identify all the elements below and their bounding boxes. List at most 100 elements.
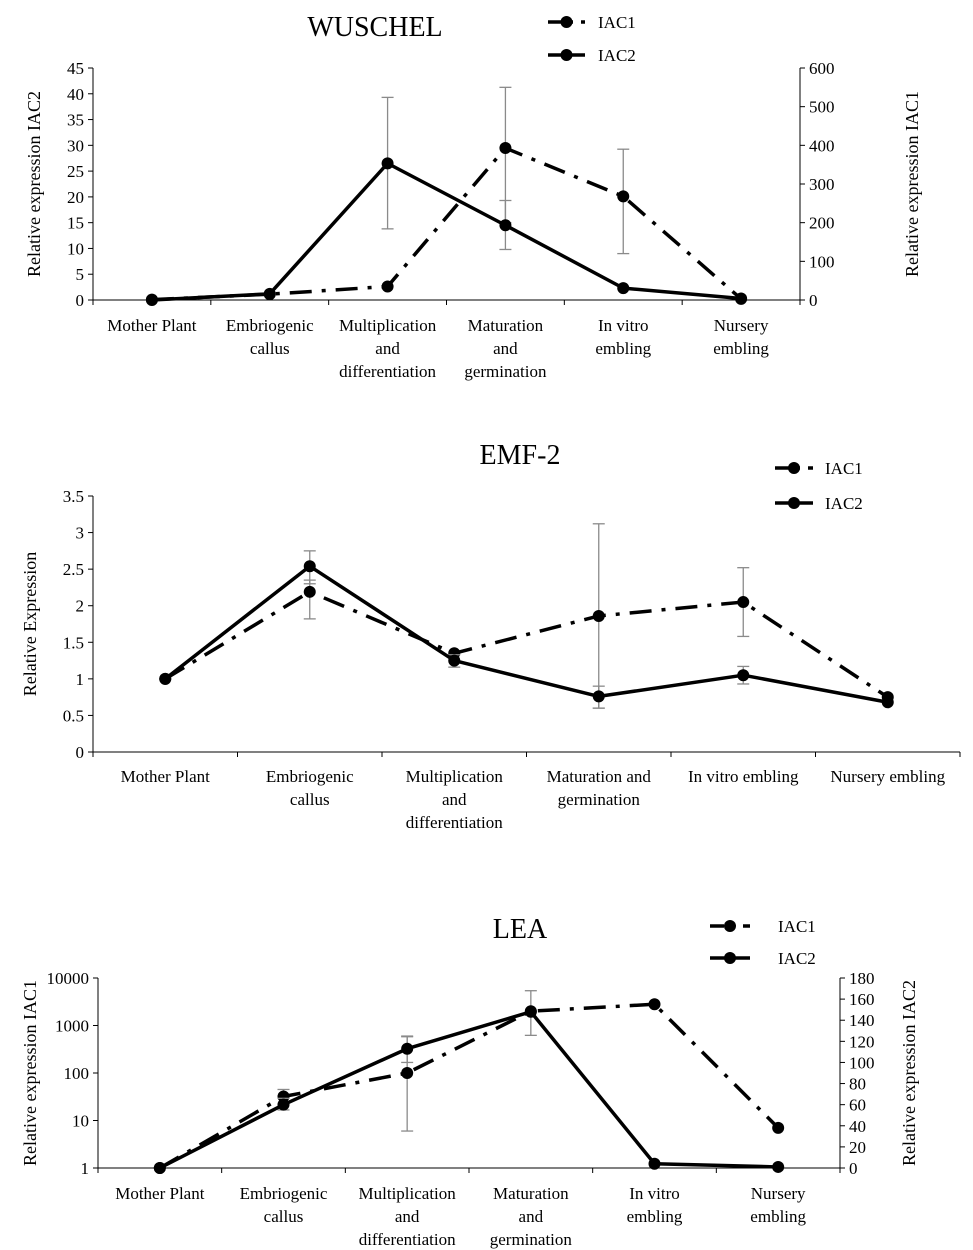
y-tick-label-right: 0 [849, 1159, 858, 1178]
x-tick-label-line: Nursery [751, 1184, 806, 1203]
x-tick-label: Mother Plant [121, 767, 211, 786]
data-point [881, 696, 894, 709]
series-iac1 [145, 86, 748, 306]
legend-marker [560, 16, 573, 28]
x-tick-label: Multiplication and differentiation [339, 316, 437, 381]
y-axis-left-label: Relative expression IAC1 [20, 980, 40, 1166]
y-tick-label-left: 5 [76, 265, 85, 284]
data-point [648, 998, 661, 1011]
y-tick-label-right: 300 [809, 175, 835, 194]
data-point [159, 672, 172, 685]
y-axis-right-label: Relative expression IAC1 [902, 91, 922, 277]
legend-label: IAC2 [598, 46, 636, 65]
data-point [401, 1042, 414, 1055]
y-tick-label-left: 2 [76, 597, 85, 616]
series-line [151, 161, 742, 302]
y-tick-label-left: 25 [67, 162, 84, 181]
chart-lea: LEA Mother Plant Embriogenic callus Multipli… [20, 914, 919, 1249]
legend-marker [724, 952, 736, 964]
chart-emf-2: EMF-2 Mother Plant Embriogenic callus Multip… [20, 440, 961, 832]
x-tick-label-line: embling [750, 1207, 806, 1226]
y-tick-label-left: 0 [76, 291, 85, 310]
x-tick-label-line: Mother Plant [107, 316, 197, 335]
legend-label: IAC2 [825, 494, 863, 513]
y-tick-label-right: 60 [849, 1096, 866, 1115]
y-tick-label-right: 20 [849, 1138, 866, 1157]
x-tick-label: Mother Plant [107, 316, 197, 335]
x-tick-label-line: embling [595, 339, 651, 358]
y-tick-label-right: 160 [849, 990, 875, 1009]
x-tick-label-line: Multiplication [406, 767, 504, 786]
series-iac2 [159, 550, 894, 709]
data-point [499, 142, 512, 155]
x-tick-label-line: Maturation and [547, 767, 652, 786]
x-tick-label-line: callus [290, 790, 330, 809]
x-tick-label-line: germination [490, 1230, 573, 1249]
x-tick-label-line: and [493, 339, 518, 358]
y-tick-label-right: 120 [849, 1032, 875, 1051]
x-tick-label-line: differentiation [359, 1230, 456, 1249]
y-tick-label-left: 1 [81, 1159, 90, 1178]
x-tick-label: Nursery embling [830, 767, 945, 786]
data-point [499, 219, 512, 232]
data-point [524, 1005, 537, 1018]
y-tick-label-left: 1000 [55, 1017, 89, 1036]
x-tick-label-line: Maturation [468, 316, 544, 335]
y-tick-label-left: 1 [76, 670, 85, 689]
data-point [617, 190, 630, 203]
x-tick-label: Mother Plant [115, 1184, 205, 1203]
y-tick-label-right: 100 [849, 1053, 875, 1072]
y-tick-label-left: 1.5 [63, 633, 84, 652]
y-tick-label-left: 0.5 [63, 706, 84, 725]
series-line [164, 590, 889, 699]
x-tick-label: Embriogenic callus [240, 1184, 328, 1226]
data-point [737, 596, 750, 609]
series-line [159, 1010, 779, 1170]
x-tick-label-line: and [395, 1207, 420, 1226]
y-tick-label-left: 20 [67, 188, 84, 207]
x-tick-label-line: germination [464, 362, 547, 381]
y-tick-label-left: 0 [76, 743, 85, 762]
y-tick-label-right: 180 [849, 969, 875, 988]
x-tick-label-line: callus [250, 339, 290, 358]
x-tick-label-line: Embriogenic [226, 316, 314, 335]
x-tick-label: In vitro embling [627, 1184, 683, 1226]
y-tick-label-right: 500 [809, 98, 835, 117]
series-line [151, 146, 743, 302]
data-point [381, 157, 394, 170]
x-tick-label: Embriogenic callus [226, 316, 314, 358]
data-point [617, 282, 630, 295]
y-axis-left-label: Relative Expression [20, 552, 40, 696]
y-tick-label-left: 10 [67, 239, 84, 258]
data-point [737, 669, 750, 682]
x-tick-label-line: In vitro [598, 316, 649, 335]
x-tick-label-line: Nursery embling [830, 767, 945, 786]
y-tick-label-right: 100 [809, 252, 835, 271]
legend-label: IAC1 [598, 13, 636, 32]
chart-wuschel: WUSCHEL Mother Plant Embriogenic callus Mult… [24, 12, 922, 381]
data-point [772, 1121, 785, 1134]
x-tick-label-line: Nursery [714, 316, 769, 335]
chart-title: EMF-2 [480, 440, 561, 471]
data-point [735, 292, 748, 305]
x-tick-label: Nursery embling [750, 1184, 806, 1226]
data-point [381, 280, 394, 293]
x-tick-label-line: callus [264, 1207, 304, 1226]
y-tick-label-left: 45 [67, 59, 84, 78]
x-tick-label-line: Multiplication [359, 1184, 457, 1203]
data-point [592, 690, 605, 703]
y-tick-label-left: 15 [67, 214, 84, 233]
y-tick-label-right: 200 [809, 214, 835, 233]
x-tick-label: Embriogenic callus [266, 767, 354, 809]
data-point [592, 609, 605, 622]
data-point [153, 1162, 166, 1174]
x-tick-label-line: In vitro [629, 1184, 680, 1203]
legend-marker [724, 920, 736, 932]
y-tick-label-left: 30 [67, 136, 84, 155]
legend-marker [560, 49, 573, 61]
y-tick-label-right: 80 [849, 1075, 866, 1094]
legend-marker [788, 462, 800, 474]
y-tick-label-right: 600 [809, 59, 835, 78]
x-tick-label-line: Mother Plant [121, 767, 211, 786]
